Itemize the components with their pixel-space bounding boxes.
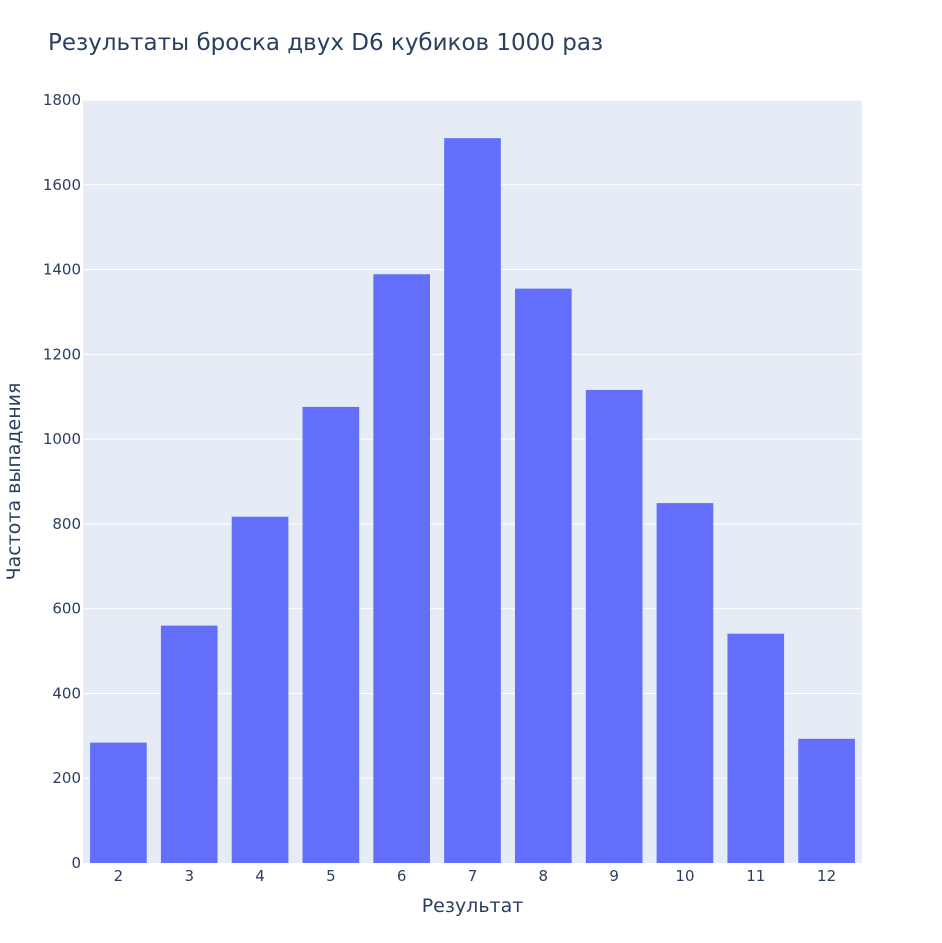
x-tick-label: 10 bbox=[675, 867, 694, 885]
x-axis-ticks: 2 3 4 5 6 7 8 9 10 11 12 bbox=[114, 867, 837, 885]
y-tick-label: 1200 bbox=[43, 345, 81, 363]
bar-2[interactable] bbox=[90, 742, 147, 863]
x-tick-label: 12 bbox=[817, 867, 836, 885]
y-tick-label: 400 bbox=[52, 684, 81, 702]
x-tick-label: 3 bbox=[184, 867, 194, 885]
chart-title: Результаты броска двух D6 кубиков 1000 р… bbox=[48, 30, 603, 56]
y-tick-label: 800 bbox=[52, 515, 81, 533]
bar-9[interactable] bbox=[585, 389, 643, 863]
bar-11[interactable] bbox=[727, 633, 785, 863]
y-tick-label: 600 bbox=[52, 600, 81, 618]
bar-4[interactable] bbox=[231, 516, 289, 863]
bar-8[interactable] bbox=[514, 288, 572, 863]
y-tick-label: 200 bbox=[52, 769, 81, 787]
x-tick-label: 4 bbox=[255, 867, 265, 885]
bar-5[interactable] bbox=[302, 406, 360, 863]
y-axis-ticks: 0 200 400 600 800 1000 1200 1400 1600 1800 bbox=[43, 91, 81, 872]
y-tick-label: 0 bbox=[71, 854, 81, 872]
bars bbox=[90, 138, 855, 863]
bar-3[interactable] bbox=[160, 625, 218, 863]
x-tick-label: 6 bbox=[397, 867, 407, 885]
x-tick-label: 5 bbox=[326, 867, 336, 885]
x-tick-label: 7 bbox=[468, 867, 478, 885]
y-tick-label: 1600 bbox=[43, 176, 81, 194]
x-tick-label: 8 bbox=[539, 867, 549, 885]
x-tick-label: 2 bbox=[114, 867, 124, 885]
bar-12[interactable] bbox=[798, 738, 855, 863]
bar-6[interactable] bbox=[373, 274, 431, 863]
y-axis-title: Частота выпадения bbox=[3, 383, 25, 581]
bar-7[interactable] bbox=[444, 138, 501, 863]
x-tick-label: 9 bbox=[609, 867, 619, 885]
bar-10[interactable] bbox=[656, 503, 714, 863]
y-tick-label: 1400 bbox=[43, 261, 81, 279]
x-tick-label: 11 bbox=[746, 867, 765, 885]
y-tick-label: 1000 bbox=[43, 430, 81, 448]
y-tick-label: 1800 bbox=[43, 91, 81, 109]
x-axis-title: Результат bbox=[422, 895, 524, 917]
